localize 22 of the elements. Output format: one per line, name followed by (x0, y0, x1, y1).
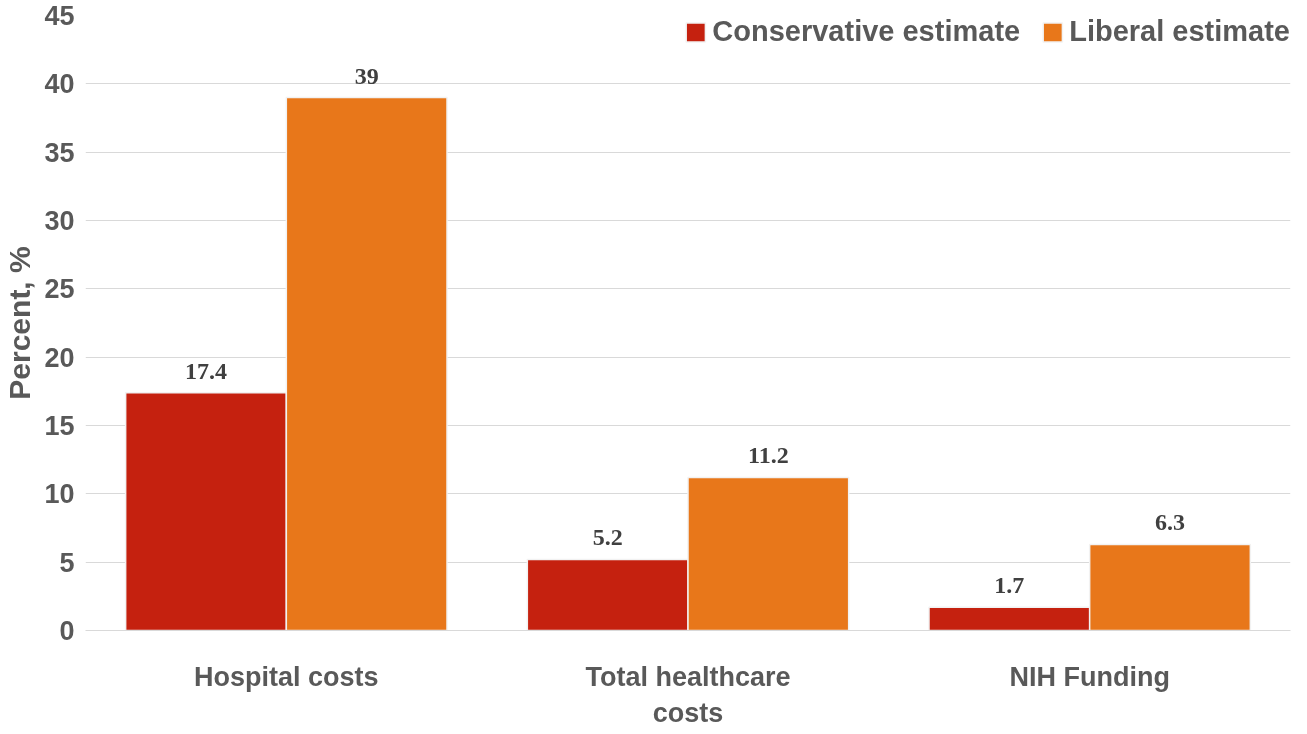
y-tick-label: 35 (44, 137, 75, 168)
data-label: 11.2 (748, 442, 789, 469)
y-tick-label: 10 (44, 479, 75, 510)
x-tick-label: NIH Funding (1009, 661, 1170, 692)
y-tick-label: 45 (44, 1, 75, 31)
legend-label: Liberal estimate (1069, 15, 1290, 48)
y-tick-label: 0 (59, 616, 75, 646)
y-tick-label: 30 (44, 206, 75, 236)
y-tick-label: 5 (59, 547, 75, 578)
data-label: 1.7 (994, 572, 1025, 599)
data-label: 39 (354, 62, 379, 89)
legend-label: Conservative estimate (712, 15, 1021, 48)
y-tick-label: 15 (44, 411, 75, 441)
data-label: 6.3 (1155, 509, 1185, 536)
x-tick-label: Hospital costs (194, 661, 379, 692)
y-axis-title: Percent, % (3, 246, 37, 400)
data-label: 17.4 (185, 357, 227, 384)
data-label: 5.2 (592, 524, 623, 551)
x-tick-label: Total healthcare costs (585, 661, 791, 728)
y-tick-label: 40 (44, 69, 75, 100)
y-tick-label: 25 (44, 274, 75, 305)
y-tick-label: 20 (44, 342, 75, 373)
